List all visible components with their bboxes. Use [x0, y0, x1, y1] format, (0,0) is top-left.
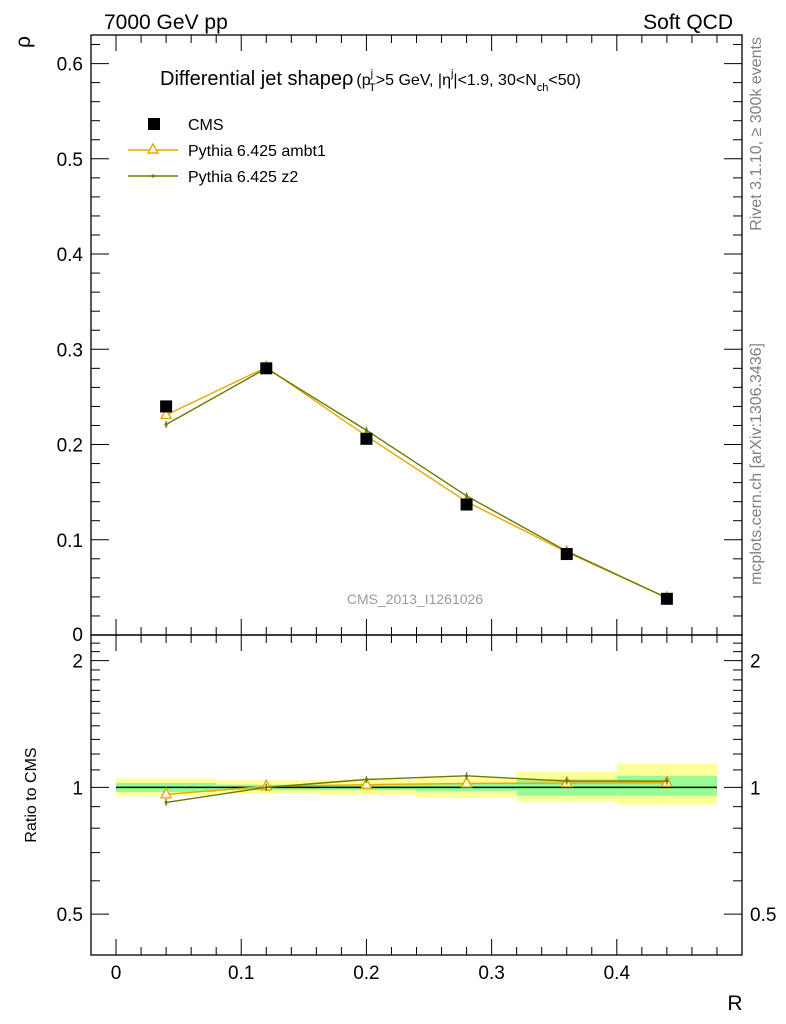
header-energy-label: 7000 GeV pp [104, 11, 228, 34]
ratio-y-tick-label-left: 1 [72, 778, 83, 799]
ratio-z2-line [166, 775, 667, 804]
z2-point [364, 428, 369, 432]
cms-point [260, 362, 273, 375]
legend-marker-cms [148, 118, 160, 130]
plot-title: Differential jet shapeρ (pj T>5 GeV, |ηj|<… [160, 68, 581, 94]
ratio-y-tick-label-left: 0.5 [57, 905, 83, 926]
ratio-y-tick-label-right: 1 [750, 778, 761, 799]
ratio-ambt1-point [460, 775, 473, 788]
cms-point [660, 592, 673, 605]
main-y-tick-label: 0.5 [57, 150, 83, 171]
rivet-version-label: Rivet 3.1.10, ≥ 300k events [748, 37, 765, 231]
main-y-tick-label: 0.4 [57, 245, 84, 266]
ratio-ambt1-line [166, 781, 667, 795]
cms-point [360, 432, 373, 445]
legend-marker-ambt1 [146, 142, 160, 154]
main-plot: CMS_2013_I1261026 Differential jet shape… [12, 34, 743, 646]
ratio-z2-point [364, 777, 369, 782]
ratio-z2-point [665, 779, 669, 783]
x-tick-label: 0.2 [353, 963, 379, 984]
ratio-ambt1-point [159, 786, 173, 799]
main-y-tick-label: 0.1 [57, 531, 83, 552]
legend-marker-z2 [151, 174, 155, 178]
header-category-label: Soft QCD [643, 11, 733, 34]
cms-point [560, 548, 573, 561]
legend-entry-ambt1: Pythia 6.425 ambt1 [128, 142, 326, 160]
ratio-y-tick-label-right: 2 [750, 652, 761, 673]
ratio-y-axis-label: Ratio to CMS [23, 747, 40, 842]
watermark-label: CMS_2013_I1261026 [347, 591, 483, 607]
main-y-zero-label: 0 [72, 625, 83, 646]
legend-label-ambt1: Pythia 6.425 ambt1 [188, 143, 326, 160]
main-y-tick-label: 0.6 [57, 55, 83, 76]
legend-entry-z2: Pythia 6.425 z2 [128, 169, 298, 186]
ratio-z2-point [464, 774, 469, 778]
cms-point [460, 498, 473, 511]
legend: CMS Pythia 6.425 ambt1 Pythia 6.425 z2 [128, 117, 326, 186]
x-tick-label: 0.4 [604, 963, 631, 984]
main-y-axis-label: ρ [12, 36, 35, 48]
x-tick-label: 0.3 [478, 963, 504, 984]
ratio-z2-point [264, 785, 268, 789]
main-y-tick-label: 0.2 [57, 436, 83, 457]
legend-label-cms: CMS [188, 117, 224, 134]
z2-line [165, 367, 668, 599]
ambt1-point [159, 407, 173, 420]
x-tick-label: 0.1 [228, 963, 254, 984]
mcplots-label: mcplots.cern.ch [arXiv:1306.3436] [748, 343, 765, 585]
z2-point [164, 422, 168, 427]
z2-point [464, 494, 469, 498]
ratio-z2-point [164, 800, 168, 805]
cms-point [160, 400, 173, 413]
main-y-tick-label: 0.3 [57, 340, 83, 361]
ratio-plot: 0 0.1 0.2 0.3 0.4 0.5 0.5 1 1 2 2 Ratio to CMS R [23, 634, 776, 1015]
ratio-y-tick-label-left: 2 [72, 652, 83, 673]
legend-entry-cms: CMS [148, 117, 224, 134]
x-axis-label: R [727, 992, 742, 1015]
ratio-y-tick-label-right: 0.5 [750, 905, 776, 926]
ratio-z2-point [565, 779, 569, 783]
ratio-ambt1-point [360, 777, 373, 789]
x-tick-label: 0 [111, 963, 122, 984]
legend-label-z2: Pythia 6.425 z2 [188, 169, 298, 186]
ambt1-line [165, 366, 668, 599]
